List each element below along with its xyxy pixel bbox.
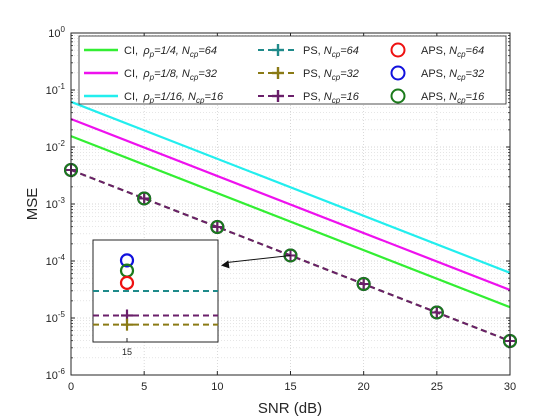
y-tick-label: 100 <box>48 25 65 40</box>
series-layer <box>64 100 517 348</box>
y-tick-label: 10-3 <box>46 196 66 211</box>
series-3 <box>70 100 511 274</box>
legend-label: CI, ρp=1/4, Ncp=64 <box>124 45 217 59</box>
axis-ticks: 0 5 10 15 20 25 30 10-6 10-5 10-4 10-3 10-2 10-1 100 <box>46 25 517 393</box>
series-line <box>70 100 511 274</box>
legend-swatch-plus <box>272 67 284 79</box>
y-tick-label: 10-5 <box>46 310 66 325</box>
legend-swatch-circle <box>390 65 406 81</box>
x-tick-label: 30 <box>504 381 516 393</box>
legend-label: CI, ρp=1/16, Ncp=16 <box>124 91 224 105</box>
x-axis-label: SNR (dB) <box>258 400 322 417</box>
legend-item-9: APS, Ncp=16 <box>390 88 485 105</box>
inset-tick-label: 15 <box>122 347 132 357</box>
data-point-plus <box>431 307 442 318</box>
y-tick-label: 10-6 <box>46 367 66 382</box>
legend-swatch-plus <box>272 90 284 102</box>
x-tick-label: 5 <box>141 381 147 393</box>
legend-label: APS, Ncp=32 <box>421 68 484 82</box>
legend-item-4: PS, Ncp=64 <box>258 44 359 59</box>
data-point-circle <box>137 191 152 206</box>
legend-label: CI, ρp=1/8, Ncp=32 <box>124 68 217 82</box>
series-1 <box>70 135 511 309</box>
y-tick-label: 10-4 <box>46 253 66 268</box>
legend-label: APS, Ncp=64 <box>421 45 484 59</box>
legend-label: PS, Ncp=16 <box>303 91 360 105</box>
legend: CI, ρp=1/4, Ncp=64 CI, ρp=1/8, Ncp=32 CI, … <box>78 35 507 105</box>
inset-circle <box>119 275 135 290</box>
data-point-plus <box>358 278 369 289</box>
x-tick-label: 15 <box>284 381 296 393</box>
legend-swatch-plus <box>272 44 284 56</box>
legend-box <box>78 35 507 105</box>
data-point-plus <box>212 221 223 232</box>
data-point-plus <box>139 193 150 204</box>
inset-circle <box>119 253 135 268</box>
x-tick-label: 25 <box>431 381 443 393</box>
legend-swatch-circle <box>390 42 406 58</box>
x-tick-label: 0 <box>68 381 74 393</box>
x-tick-label: 20 <box>358 381 370 393</box>
series-line <box>70 117 511 292</box>
legend-label: PS, Ncp=64 <box>303 45 359 59</box>
zoom-arrow-line <box>226 254 291 263</box>
legend-label: APS, Ncp=16 <box>421 91 485 105</box>
legend-item-3: CI, ρp=1/16, Ncp=16 <box>84 91 224 105</box>
legend-item-7: APS, Ncp=64 <box>390 42 484 59</box>
legend-swatch-circle <box>390 88 406 104</box>
legend-item-8: APS, Ncp=32 <box>390 65 484 82</box>
data-point-circle <box>356 276 371 291</box>
zoom-arrow-head <box>221 260 230 269</box>
legend-item-6: PS, Ncp=16 <box>258 90 360 105</box>
legend-label: PS, Ncp=32 <box>303 68 359 82</box>
y-tick-label: 10-2 <box>46 139 66 154</box>
y-tick-label: 10-1 <box>46 82 66 97</box>
data-point-circle <box>283 248 298 263</box>
inset-plus <box>121 318 133 331</box>
legend-item-5: PS, Ncp=32 <box>258 67 359 82</box>
x-tick-label: 10 <box>211 381 223 393</box>
y-axis-label: MSE <box>24 188 41 221</box>
zoom-inset: 15 <box>92 239 291 357</box>
data-point-circle <box>429 305 444 320</box>
series-line <box>70 135 511 309</box>
legend-item-1: CI, ρp=1/4, Ncp=64 <box>84 45 217 59</box>
legend-item-2: CI, ρp=1/8, Ncp=32 <box>84 68 217 82</box>
series-2 <box>70 117 511 292</box>
data-point-circle <box>210 219 225 234</box>
